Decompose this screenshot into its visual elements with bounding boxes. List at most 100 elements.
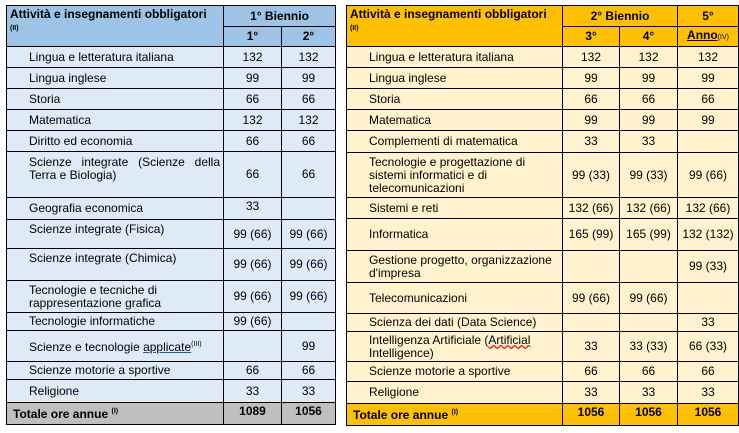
hours-cell: 66 bbox=[677, 361, 739, 382]
hours-cell: 33 bbox=[562, 331, 620, 362]
hours-cell: 99 (33) bbox=[619, 152, 678, 198]
total-label-text: Totale ore annue bbox=[353, 408, 449, 422]
table-row: Religione 33 33 33 bbox=[346, 381, 739, 404]
hours-cell: 132 (66) bbox=[619, 197, 678, 219]
year-2-header: 2° bbox=[281, 26, 336, 47]
subject-name: Diritto ed economia bbox=[6, 130, 224, 152]
table-row: Scienze motorie a sportive 66 66 bbox=[6, 361, 336, 380]
subject-name: Storia bbox=[6, 88, 224, 110]
table-row: Storia 66 66 bbox=[6, 88, 336, 110]
hours-cell bbox=[677, 282, 739, 314]
hours-cell: 66 bbox=[223, 151, 282, 198]
footnote-marker: (III) bbox=[191, 341, 202, 348]
subject-name: Scienze integrate (Chimica) bbox=[6, 248, 224, 281]
total-row: Totale ore annue (I) 1056 1056 1056 bbox=[346, 403, 739, 426]
subject-name-part: Artificial bbox=[488, 332, 531, 347]
hours-cell: 99 bbox=[677, 67, 739, 89]
table-row: Tecnologie e progettazione di sistemi in… bbox=[346, 152, 739, 198]
table-row: Lingua e letteratura italiana 132 132 bbox=[6, 46, 336, 68]
hours-cell: 132 bbox=[677, 46, 739, 68]
table-row: Scienze integrate (Chimica) 99 (66) 99 (… bbox=[6, 248, 336, 281]
subject-name: Scienze integrate (Scienze della Terra e… bbox=[6, 151, 224, 198]
total-cell: 1056 bbox=[619, 403, 678, 426]
total-cell: 1056 bbox=[281, 402, 336, 425]
hours-cell: 99 (66) bbox=[677, 152, 739, 198]
hours-cell: 33 (33) bbox=[619, 331, 678, 362]
subject-name: Informatica bbox=[346, 218, 563, 251]
hours-cell: 66 bbox=[223, 88, 282, 110]
subject-name: Religione bbox=[346, 381, 563, 404]
footnote-marker: (IV) bbox=[717, 34, 729, 41]
hours-cell: 66 bbox=[223, 130, 282, 152]
subject-name: Complementi di matematica bbox=[346, 130, 563, 153]
hours-cell: 99 (66) bbox=[223, 312, 282, 331]
table-row: Religione 33 33 bbox=[6, 379, 336, 403]
hours-cell: 33 bbox=[562, 130, 620, 153]
subject-name: Tecnologie e progettazione di sistemi in… bbox=[346, 152, 563, 198]
subject-name-part: Scienze e tecnologie bbox=[29, 340, 144, 354]
hours-cell: 132 bbox=[223, 109, 282, 131]
subject-name: Lingua e letteratura italiana bbox=[6, 46, 224, 68]
hours-cell: 99 (66) bbox=[281, 280, 336, 313]
subject-name: Scienze integrate (Fisica) bbox=[6, 219, 224, 249]
primo-biennio-table: Attività e insegnamenti obbligatori (II)… bbox=[6, 5, 336, 425]
year-4-header: 4° bbox=[619, 26, 678, 47]
hours-cell: 66 bbox=[281, 130, 336, 152]
hours-cell: 99 (66) bbox=[562, 282, 620, 314]
subject-name: Tecnologie informatiche bbox=[6, 312, 224, 331]
hours-cell: 132 (132) bbox=[677, 218, 739, 251]
table-row: Gestione progetto, organizzazione d'impr… bbox=[346, 250, 739, 283]
subject-name: Scienze motorie a sportive bbox=[346, 361, 563, 382]
hours-cell: 33 bbox=[223, 197, 282, 220]
subject-name: Matematica bbox=[346, 109, 563, 131]
hours-cell: 132 bbox=[562, 46, 620, 68]
hours-cell: 33 bbox=[619, 381, 678, 404]
hours-cell: 132 bbox=[223, 46, 282, 68]
hours-cell: 99 bbox=[562, 109, 620, 131]
hours-cell: 66 bbox=[562, 88, 620, 110]
anno-label: Anno bbox=[687, 28, 718, 42]
table-row: Complementi di matematica 33 33 bbox=[346, 130, 739, 153]
hours-cell: 33 bbox=[619, 130, 678, 153]
subject-name: Religione bbox=[6, 379, 224, 403]
table-row: Intelligenza Artificiale (Artificial Int… bbox=[346, 331, 739, 362]
table-row: Diritto ed economia 66 66 bbox=[6, 130, 336, 152]
subject-name: Telecomunicazioni bbox=[346, 282, 563, 314]
hours-cell: 99 bbox=[677, 109, 739, 131]
hours-cell: 99 bbox=[562, 67, 620, 89]
subject-name: Lingua inglese bbox=[346, 67, 563, 89]
hours-cell bbox=[619, 250, 678, 283]
subject-header-label: Attività e insegnamenti obbligatori bbox=[10, 7, 207, 21]
hours-cell: 99 bbox=[619, 109, 678, 131]
hours-cell: 33 bbox=[281, 379, 336, 403]
hours-cell: 99 bbox=[281, 67, 336, 89]
table-row: Telecomunicazioni 99 (66) 99 (66) bbox=[346, 282, 739, 314]
hours-cell: 33 bbox=[223, 379, 282, 403]
hours-cell: 132 bbox=[281, 109, 336, 131]
subject-name: Gestione progetto, organizzazione d'impr… bbox=[346, 250, 563, 283]
hours-cell: 66 bbox=[281, 88, 336, 110]
year-5-header-bottom: Anno(IV) bbox=[677, 26, 739, 47]
subject-column-header: Attività e insegnamenti obbligatori (II) bbox=[346, 5, 563, 47]
group-header: 1° Biennio bbox=[223, 5, 336, 27]
hours-cell: 99 (66) bbox=[281, 248, 336, 281]
hours-cell: 132 bbox=[619, 46, 678, 68]
group-header: 2° Biennio bbox=[562, 5, 678, 27]
total-cell: 1089 bbox=[223, 402, 282, 425]
subject-name: Geografia economica bbox=[6, 197, 224, 220]
year-5-header-top: 5° bbox=[677, 5, 739, 27]
hours-cell bbox=[281, 312, 336, 331]
hours-cell bbox=[562, 313, 620, 332]
hours-cell: 66 bbox=[562, 361, 620, 382]
table-row: Scienze motorie a sportive 66 66 66 bbox=[346, 361, 739, 382]
hours-cell: 165 (99) bbox=[619, 218, 678, 251]
hours-cell: 99 (33) bbox=[562, 152, 620, 198]
table-row: Tecnologie informatiche 99 (66) bbox=[6, 312, 336, 331]
hours-cell: 99 bbox=[619, 67, 678, 89]
subject-header-note: (II) bbox=[10, 25, 19, 32]
table-row: Storia 66 66 66 bbox=[346, 88, 739, 110]
total-label: Totale ore annue (I) bbox=[346, 403, 563, 426]
subject-name: Lingua e letteratura italiana bbox=[346, 46, 563, 68]
footnote-marker: (I) bbox=[111, 408, 119, 415]
hours-cell: 66 bbox=[619, 88, 678, 110]
